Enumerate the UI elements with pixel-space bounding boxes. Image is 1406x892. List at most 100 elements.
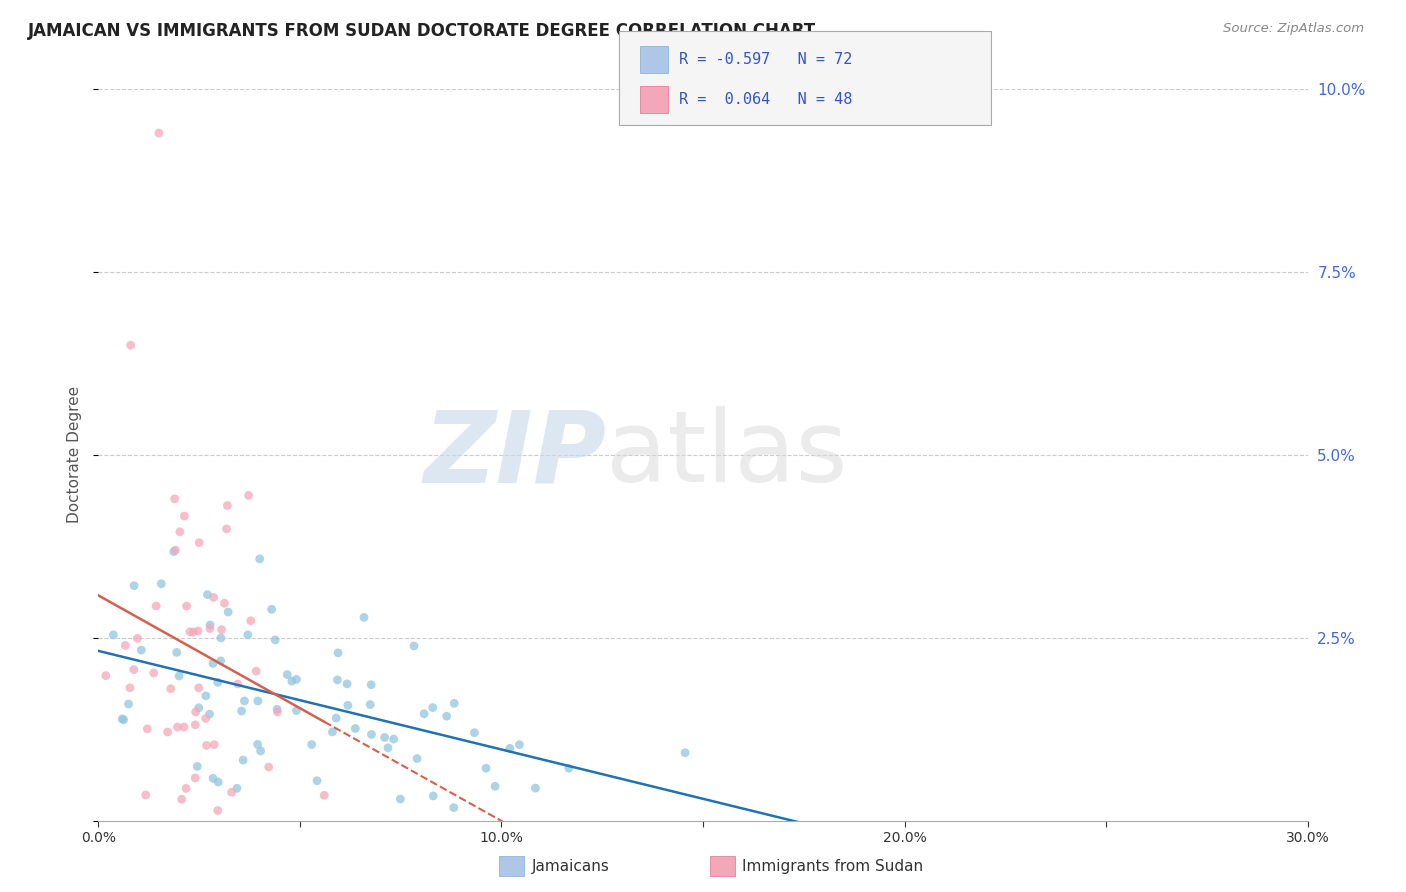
Point xyxy=(156,725,179,739)
Point xyxy=(374,731,396,745)
Point xyxy=(186,759,208,773)
Point xyxy=(198,618,221,632)
Point xyxy=(207,775,229,789)
Point xyxy=(321,725,343,739)
Point xyxy=(236,628,259,642)
Point xyxy=(217,605,239,619)
Point xyxy=(122,579,145,593)
Point xyxy=(169,524,191,539)
Point xyxy=(246,694,269,708)
Point xyxy=(166,645,188,659)
Point xyxy=(114,639,136,653)
Point xyxy=(184,718,207,732)
Point xyxy=(198,622,221,636)
Point xyxy=(207,804,229,818)
Point xyxy=(436,709,458,723)
Point xyxy=(281,674,304,689)
Point xyxy=(226,781,249,796)
Point xyxy=(266,702,288,716)
Point xyxy=(202,738,225,752)
Point xyxy=(159,681,181,696)
Point xyxy=(221,785,243,799)
Point xyxy=(245,664,267,678)
Point xyxy=(443,800,465,814)
Point xyxy=(239,614,262,628)
Text: Jamaicans: Jamaicans xyxy=(531,859,609,873)
Point xyxy=(305,773,328,788)
Point xyxy=(382,732,405,747)
Point xyxy=(413,706,436,721)
Point xyxy=(209,654,232,668)
Point xyxy=(257,760,280,774)
Point xyxy=(173,509,195,524)
Point xyxy=(187,681,209,695)
Point xyxy=(422,789,444,803)
Point xyxy=(187,624,209,638)
Point xyxy=(285,704,308,718)
Text: atlas: atlas xyxy=(606,407,848,503)
Point xyxy=(136,722,159,736)
Point xyxy=(377,740,399,755)
Point xyxy=(194,689,217,703)
Text: ZIP: ZIP xyxy=(423,407,606,503)
Point xyxy=(176,599,198,613)
Point xyxy=(150,576,173,591)
Point xyxy=(197,588,219,602)
Point xyxy=(201,657,224,671)
Point xyxy=(217,499,239,513)
Point xyxy=(249,744,271,758)
Point xyxy=(402,639,425,653)
Point xyxy=(103,628,125,642)
Point xyxy=(179,624,201,639)
Text: JAMAICAN VS IMMIGRANTS FROM SUDAN DOCTORATE DEGREE CORRELATION CHART: JAMAICAN VS IMMIGRANTS FROM SUDAN DOCTOR… xyxy=(28,22,817,40)
Point xyxy=(499,741,522,756)
Y-axis label: Doctorate Degree: Doctorate Degree xyxy=(67,386,83,524)
Point xyxy=(359,698,381,712)
Point xyxy=(266,705,288,719)
Point xyxy=(249,552,271,566)
Point xyxy=(214,596,236,610)
Point xyxy=(443,696,465,710)
Point xyxy=(226,677,249,691)
Point xyxy=(207,675,229,690)
Point xyxy=(184,771,207,785)
Point xyxy=(360,727,382,741)
Point xyxy=(215,522,238,536)
Point xyxy=(336,677,359,691)
Point xyxy=(174,781,197,796)
Point xyxy=(187,700,209,714)
Text: R =  0.064   N = 48: R = 0.064 N = 48 xyxy=(679,92,852,107)
Point xyxy=(184,705,207,719)
Point xyxy=(276,667,298,681)
Point xyxy=(232,753,254,767)
Point xyxy=(238,488,260,502)
Point xyxy=(198,707,221,722)
Point xyxy=(167,669,190,683)
Point xyxy=(118,681,141,695)
Point xyxy=(231,704,253,718)
Point xyxy=(326,673,349,687)
Point xyxy=(165,543,187,558)
Point xyxy=(360,678,382,692)
Point xyxy=(127,632,149,646)
Text: R = -0.597   N = 72: R = -0.597 N = 72 xyxy=(679,52,852,67)
Point xyxy=(209,631,232,645)
Text: Immigrants from Sudan: Immigrants from Sudan xyxy=(742,859,924,873)
Point xyxy=(353,610,375,624)
Point xyxy=(211,623,233,637)
Point xyxy=(508,738,530,752)
Point xyxy=(406,751,429,765)
Point xyxy=(173,720,195,734)
Point xyxy=(148,126,170,140)
Point xyxy=(463,725,485,739)
Point xyxy=(325,711,347,725)
Point xyxy=(344,722,367,736)
Point xyxy=(122,663,145,677)
Point xyxy=(129,643,152,657)
Point xyxy=(194,712,217,726)
Point xyxy=(183,625,205,640)
Point xyxy=(170,792,193,806)
Point xyxy=(475,761,498,775)
Point xyxy=(389,792,412,806)
Text: Source: ZipAtlas.com: Source: ZipAtlas.com xyxy=(1223,22,1364,36)
